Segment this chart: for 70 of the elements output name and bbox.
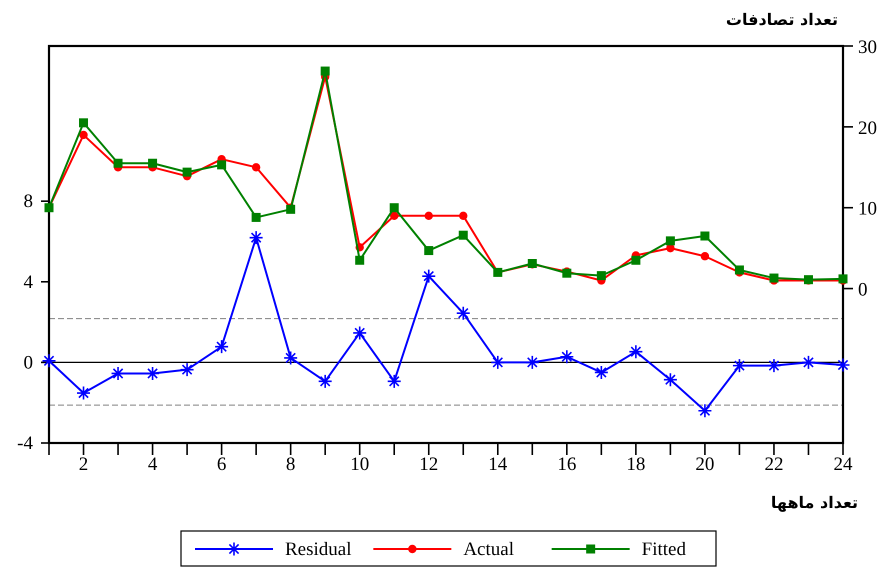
point — [769, 274, 778, 283]
x-tick-label: 8 — [286, 454, 296, 475]
point — [628, 344, 644, 360]
point — [355, 256, 364, 265]
point — [283, 350, 298, 366]
x-tick-label: 16 — [557, 454, 576, 475]
point — [456, 306, 471, 321]
point — [594, 365, 609, 380]
point — [320, 66, 330, 76]
x-tick-label: 22 — [764, 454, 784, 475]
point — [76, 386, 91, 400]
x-tick-label: 2 — [78, 454, 88, 475]
x-tick-label: 6 — [216, 454, 226, 475]
point — [114, 158, 123, 168]
point — [631, 256, 640, 265]
point — [252, 212, 261, 222]
point — [110, 366, 126, 381]
point — [666, 236, 675, 246]
point — [79, 118, 88, 128]
point — [700, 232, 710, 241]
point — [596, 271, 606, 280]
x-tick-label: 12 — [419, 454, 438, 475]
x-tick-label: 20 — [695, 454, 714, 475]
legend-label: Residual — [285, 539, 352, 560]
y2-tick-label: 20 — [858, 118, 877, 139]
y-tick-label: 8 — [24, 191, 33, 212]
legend-label: Actual — [463, 539, 514, 560]
point — [801, 355, 816, 370]
legend-label: Fitted — [642, 539, 687, 560]
point — [180, 362, 194, 377]
point — [148, 158, 158, 168]
point — [424, 212, 433, 220]
point — [734, 265, 744, 274]
point — [424, 246, 434, 256]
y2-tick-label: 30 — [858, 37, 877, 58]
x-tick-label: 24 — [834, 454, 853, 475]
point — [352, 326, 367, 340]
point — [79, 130, 88, 140]
x-tick-label: 10 — [350, 454, 370, 475]
point — [700, 252, 710, 260]
point — [766, 358, 782, 373]
point — [836, 358, 850, 372]
point — [217, 160, 226, 170]
point — [390, 203, 399, 212]
point — [421, 268, 436, 284]
point — [390, 212, 398, 220]
point — [490, 355, 506, 370]
point — [214, 339, 229, 354]
point — [458, 230, 468, 240]
x-axis-title: تعداد ماهها — [770, 493, 858, 512]
point — [663, 372, 678, 388]
point — [318, 374, 332, 389]
y2-axis-title: تعداد تصادفات — [726, 10, 838, 29]
point — [459, 212, 468, 220]
point — [698, 403, 712, 418]
y2-tick-label: 0 — [858, 280, 868, 301]
point — [182, 168, 192, 177]
x-tick-label: 14 — [488, 454, 508, 475]
y-tick-label: -4 — [17, 433, 34, 454]
point — [252, 163, 260, 172]
point — [560, 349, 574, 364]
point — [732, 358, 747, 373]
x-tick-label: 18 — [626, 454, 646, 475]
y2-tick-label: 10 — [858, 198, 877, 220]
point — [525, 355, 540, 370]
x-tick-label: 4 — [148, 454, 158, 475]
point — [248, 230, 264, 245]
point — [386, 374, 402, 389]
y-tick-label: 4 — [24, 272, 34, 293]
y-tick-label: 0 — [24, 352, 33, 374]
